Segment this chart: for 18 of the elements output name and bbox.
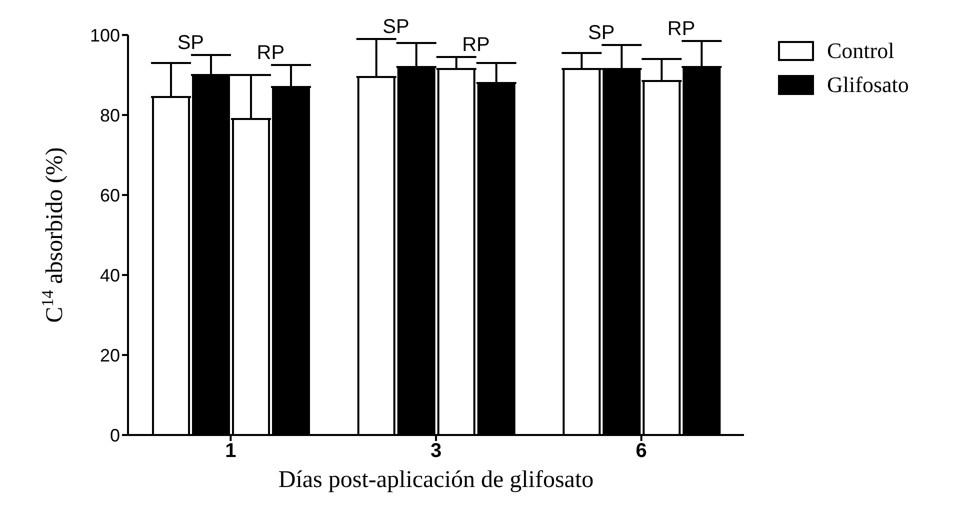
y-tick-label: 80 [100,105,120,126]
annotation: RP [256,42,285,64]
y-tick-label: 60 [100,185,120,206]
annotation: SP [177,32,204,54]
annotation: RP [462,34,490,56]
y-tick-label: 0 [110,425,120,446]
annotation: SP [588,22,615,44]
y-tick-label: 20 [100,345,120,366]
y-tick-label: 100 [90,25,120,46]
annotation: RP [667,18,696,40]
annotation: SP [382,16,410,38]
legend-label: Control [827,38,894,63]
y-tick-label: 40 [100,265,120,286]
x-tick-label: 3 [430,440,442,462]
x-tick-label: 1 [225,440,236,462]
x-tick-label: 6 [636,440,647,462]
legend-label: Glifosato [827,72,909,97]
x-axis-title: Días post-aplicación de glifosato [278,467,594,493]
